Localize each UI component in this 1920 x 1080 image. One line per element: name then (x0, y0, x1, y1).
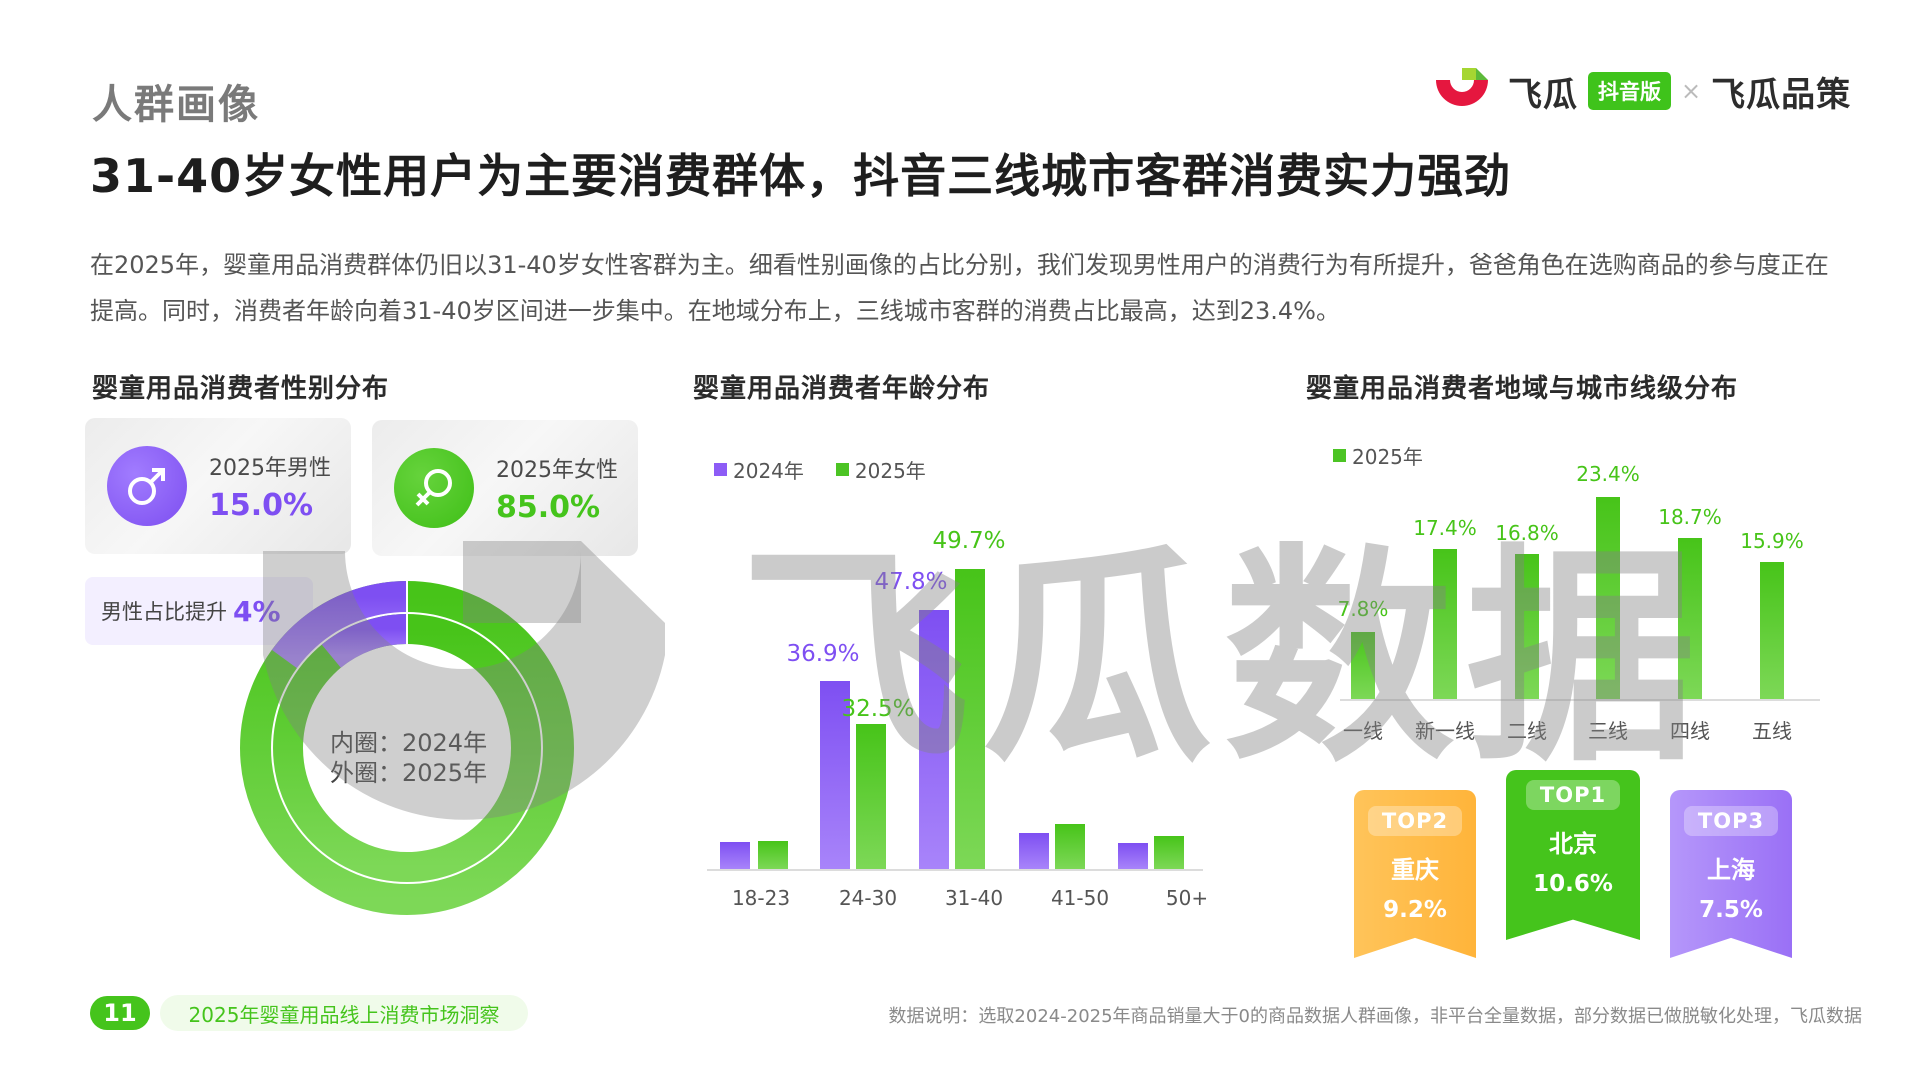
label-tier5: 15.9% (1740, 529, 1804, 553)
top1-city: 北京 (1549, 830, 1597, 858)
bar-tier5 (1760, 562, 1784, 699)
bar-31-40-2025 (955, 569, 985, 869)
age-legend: 2024年 2025年 (714, 455, 926, 484)
female-stat-card: 2025年女性 85.0% (372, 420, 638, 556)
label-tier2: 16.8% (1495, 521, 1559, 545)
female-value: 85.0% (496, 489, 601, 525)
intro-paragraph: 在2025年，婴童用品消费群体仍旧以31-40岁女性客群为主。细看性别画像的占比… (90, 251, 1829, 325)
bar-new-tier1 (1433, 549, 1457, 699)
age-tick: 50+ (1165, 886, 1209, 910)
male-rise-value: 4% (233, 594, 281, 628)
region-tick: 三线 (1588, 719, 1628, 743)
partner-name: 飞瓜品策 (1711, 74, 1852, 115)
donut-caption: 内圈：2024年 外圈：2025年 (330, 728, 487, 788)
age-x-axis (707, 869, 1203, 871)
legend-label-2025: 2025年 (1352, 445, 1423, 469)
top3-rank-tag: TOP3 (1683, 806, 1779, 836)
bar-tier2 (1515, 554, 1539, 699)
region-tick: 一线 (1343, 719, 1383, 743)
male-label: 2025年男性 (209, 455, 331, 481)
legend-label-2024: 2024年 (733, 459, 804, 483)
legend-swatch-green (835, 463, 849, 476)
legend-label-2025: 2025年 (854, 459, 926, 483)
region-legend: 2025年 (1333, 441, 1423, 470)
region-chart-title: 婴童用品消费者地域与城市线级分布 (1306, 374, 1739, 404)
data-note: 数据说明：选取2024-2025年商品销量大于0的商品数据人群画像，非平台全量数… (888, 1006, 1862, 1027)
female-label: 2025年女性 (496, 457, 618, 483)
bar-24-30-2025 (856, 724, 886, 869)
bar-tier3 (1596, 497, 1620, 699)
male-rise-text: 男性占比提升 (101, 600, 227, 624)
label-31-40-2024: 47.8% (874, 569, 948, 595)
region-tick: 四线 (1670, 719, 1710, 743)
female-symbol-icon (394, 448, 474, 528)
region-tick: 二线 (1507, 719, 1547, 743)
region-tick: 五线 (1752, 719, 1792, 743)
bar-24-30-2024 (820, 681, 850, 869)
label-24-30-2024: 36.9% (786, 641, 860, 667)
age-bar-chart: 36.9% 32.5% 47.8% 49.7% (703, 528, 1243, 869)
bar-18-23-2024 (720, 842, 750, 869)
outer-ring-caption: 外圈：2025年 (330, 759, 488, 787)
top2-value: 9.2% (1383, 897, 1447, 923)
label-31-40-2025: 49.7% (932, 528, 1006, 554)
brand-badge: 抖音版 (1588, 72, 1671, 110)
age-tick: 24-30 (838, 886, 898, 910)
age-tick: 41-50 (1050, 886, 1110, 910)
top1-rank-tag: TOP1 (1525, 780, 1621, 810)
legend-item-2025: 2025年 (1333, 441, 1423, 470)
top2-rank-tag: TOP2 (1367, 806, 1463, 836)
label-tier4: 18.7% (1658, 505, 1722, 529)
male-value: 15.0% (209, 487, 314, 523)
male-rise-badge: 男性占比提升 4% (85, 577, 313, 645)
region-x-axis (1340, 699, 1820, 701)
legend-swatch-green (1333, 449, 1346, 462)
top2-city: 重庆 (1391, 856, 1439, 884)
bar-50plus-2025 (1154, 836, 1184, 869)
bar-tier1 (1351, 632, 1375, 699)
label-new-tier1: 17.4% (1413, 516, 1477, 540)
bar-50plus-2024 (1118, 843, 1148, 869)
report-title: 2025年婴童用品线上消费市场洞察 (160, 995, 528, 1031)
bar-41-50-2025 (1055, 824, 1085, 869)
top2-city-card: TOP2 重庆 9.2% (1354, 790, 1476, 958)
legend-item-2024: 2024年 (714, 455, 804, 484)
age-tick: 18-23 (731, 886, 791, 910)
legend-item-2025: 2025年 (835, 455, 926, 484)
top1-city-card: TOP1 北京 10.6% (1506, 770, 1640, 940)
bar-41-50-2024 (1019, 833, 1049, 869)
male-stat-card: 2025年男性 15.0% (85, 418, 351, 554)
region-bar-chart: 7.8% 17.4% 16.8% 23.4% 18.7% 15.9% (1338, 462, 1820, 699)
page-number: 11 (90, 996, 150, 1030)
label-tier3: 23.4% (1576, 462, 1640, 486)
label-tier1: 7.8% (1337, 597, 1389, 621)
age-tick: 31-40 (944, 886, 1004, 910)
male-symbol-icon (107, 446, 187, 526)
top3-city-card: TOP3 上海 7.5% (1670, 790, 1792, 958)
top3-value: 7.5% (1699, 897, 1763, 923)
top1-value: 10.6% (1533, 871, 1613, 897)
bar-18-23-2025 (758, 841, 788, 869)
bar-31-40-2024 (919, 610, 949, 869)
gender-donut-chart (240, 580, 574, 915)
inner-ring-caption: 内圈：2024年 (330, 729, 488, 757)
feigua-logo-icon (1436, 68, 1488, 106)
region-tick: 新一线 (1415, 719, 1475, 743)
gender-chart-title: 婴童用品消费者性别分布 (92, 374, 390, 404)
label-24-30-2025: 32.5% (841, 696, 915, 722)
brand-logo: 飞瓜 抖音版 × 飞瓜品策 (1430, 66, 1851, 116)
section-label: 人群画像 (92, 82, 260, 128)
bar-tier4 (1678, 538, 1702, 699)
top3-city: 上海 (1707, 856, 1755, 884)
brand-name: 飞瓜 (1508, 74, 1578, 115)
brand-separator: × (1681, 77, 1702, 105)
page-headline: 31-40岁女性用户为主要消费群体，抖音三线城市客群消费实力强劲 (90, 149, 1512, 203)
legend-swatch-purple (714, 463, 727, 476)
age-chart-title: 婴童用品消费者年龄分布 (693, 374, 991, 404)
